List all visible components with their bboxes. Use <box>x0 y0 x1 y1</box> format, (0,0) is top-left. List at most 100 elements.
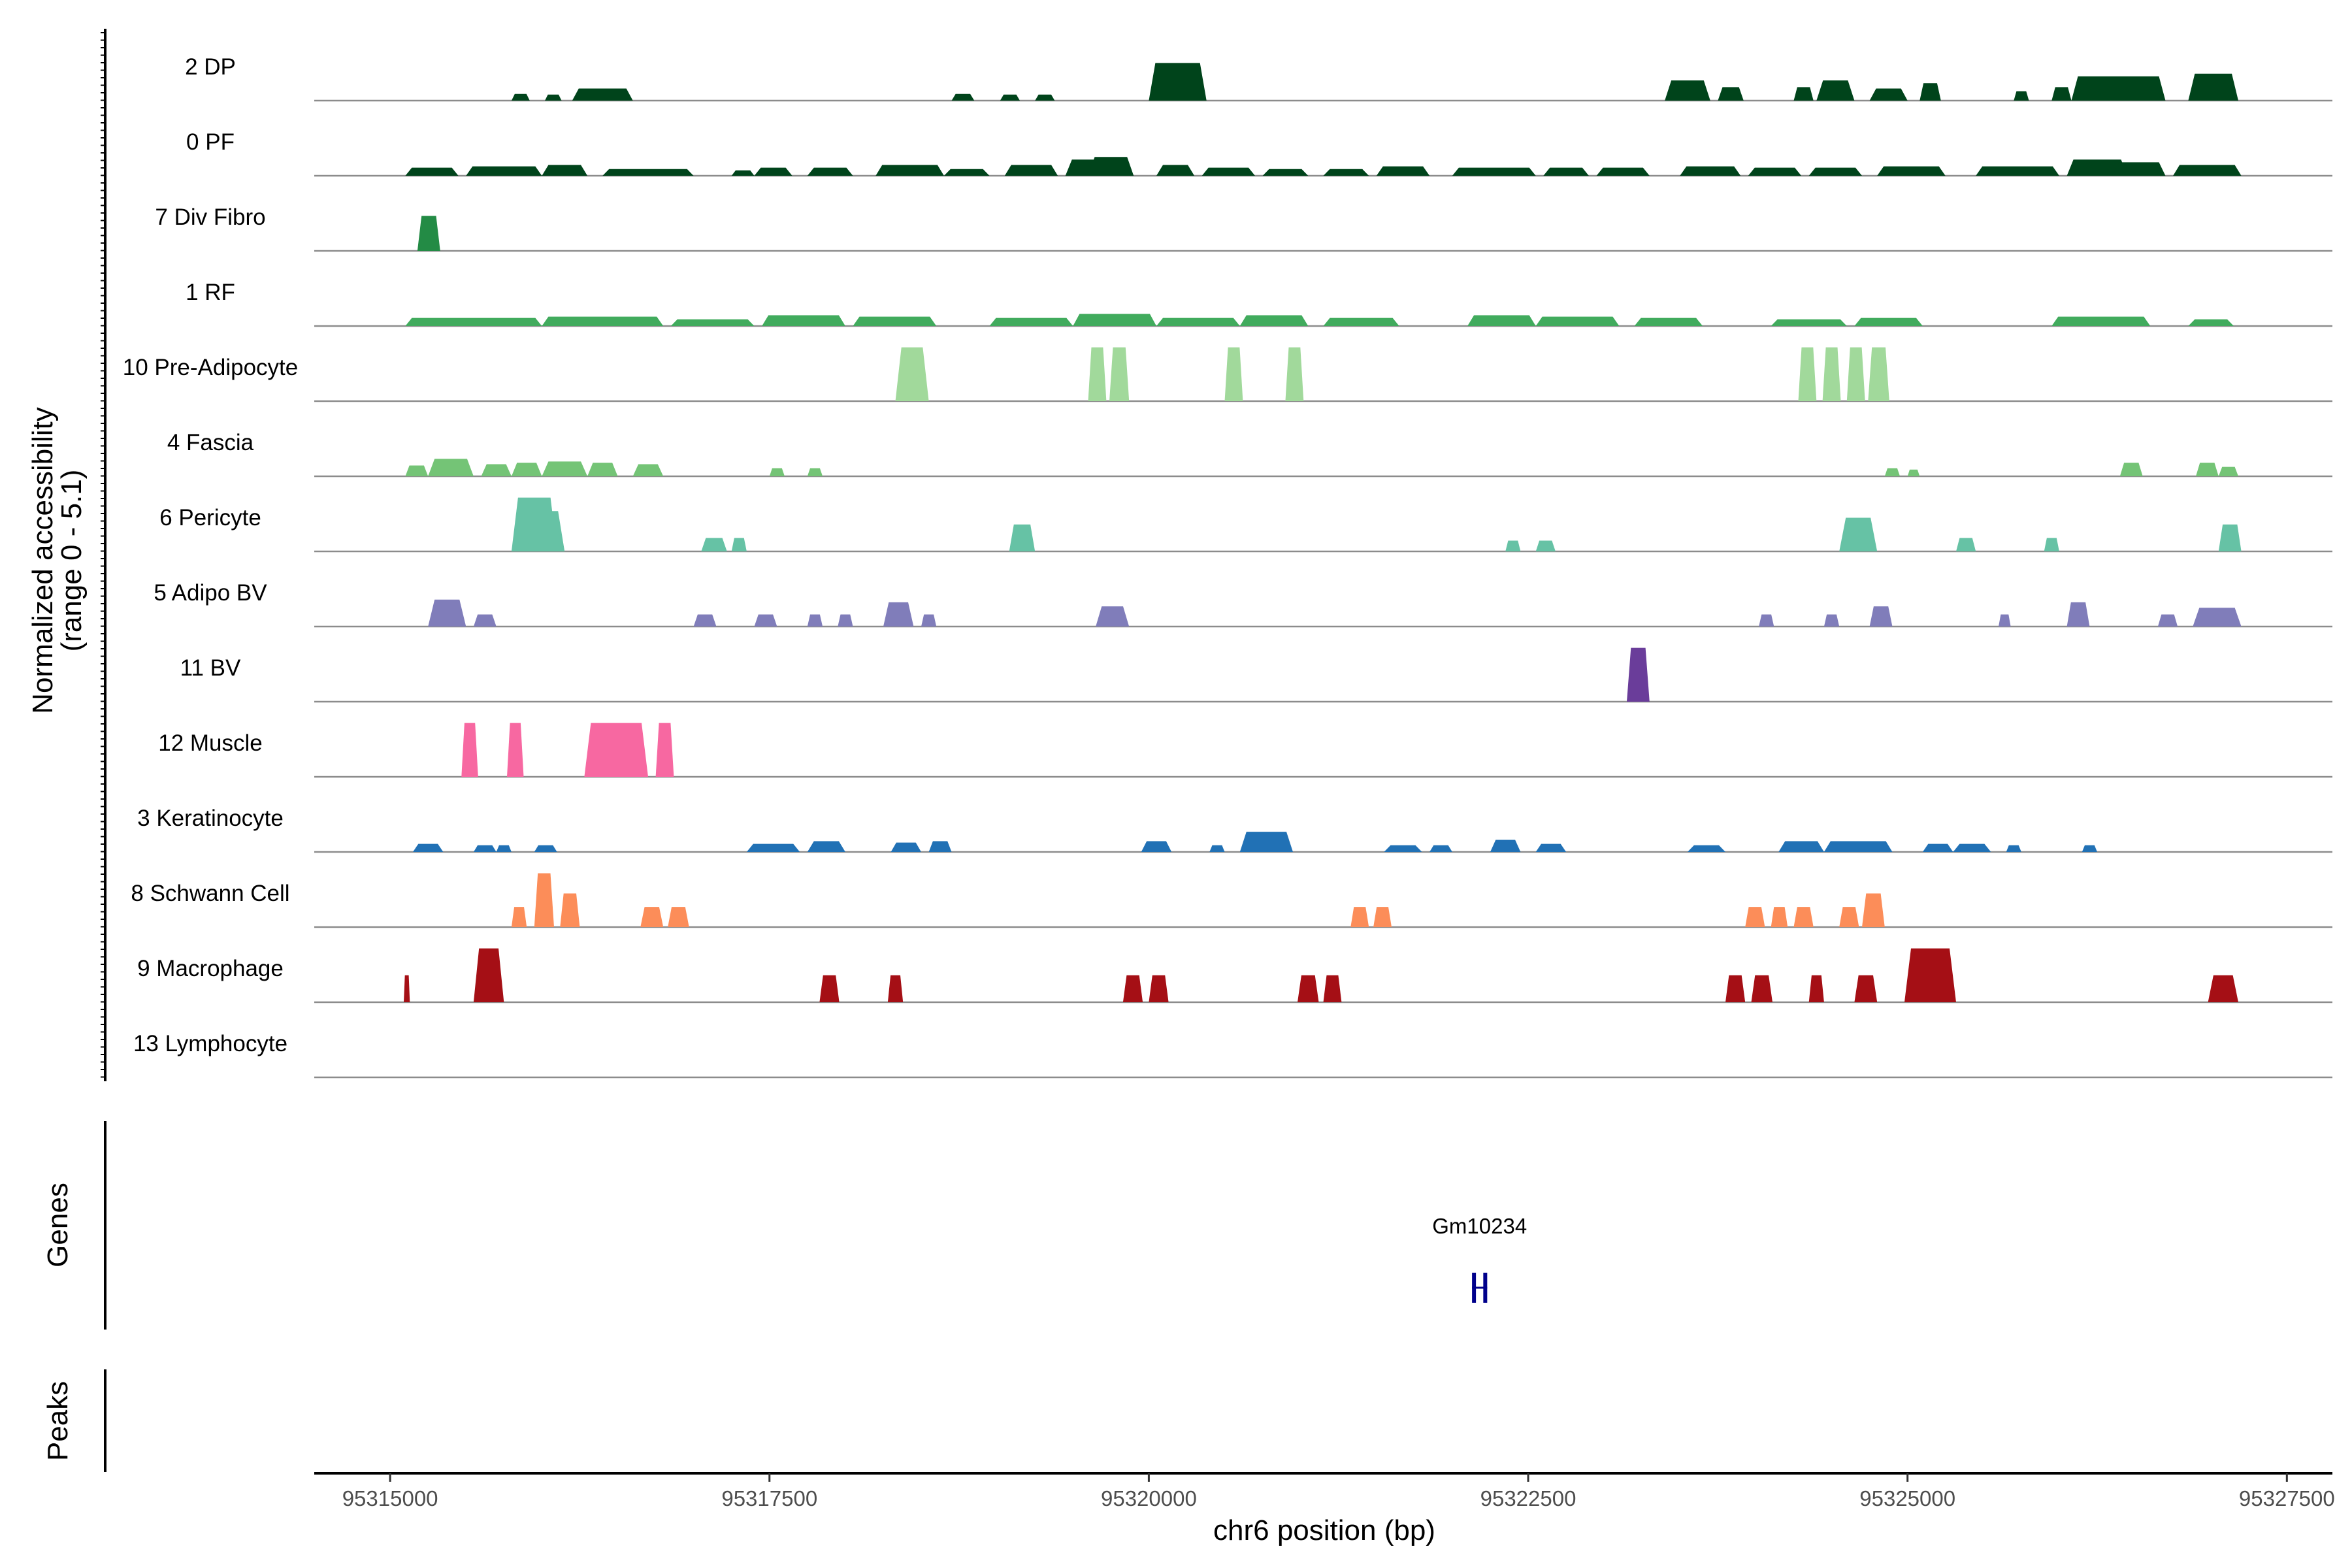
coverage-peak <box>1627 647 1650 702</box>
coverage-peak <box>1262 169 1309 176</box>
track-9: 12 Muscle <box>158 723 2332 778</box>
gene-label: Gm10234 <box>1432 1214 1527 1238</box>
coverage-peak <box>1976 166 2059 176</box>
track-label: 4 Fascia <box>167 430 254 455</box>
coverage-peak <box>2006 845 2021 852</box>
track-label: 6 Pericyte <box>159 505 261 531</box>
coverage-peak <box>1869 88 1908 101</box>
coverage-peak <box>1035 94 1055 101</box>
coverage-peak <box>527 511 565 551</box>
coverage-peak <box>473 614 497 627</box>
coverage-peak <box>584 723 648 777</box>
coverage-peak <box>405 167 459 176</box>
coverage-peak <box>2173 165 2242 176</box>
coverage-peak <box>1922 843 1953 852</box>
coverage-peak <box>1239 315 1309 326</box>
coverage-peak <box>2193 608 2242 627</box>
coverage-peak <box>1904 948 1956 1002</box>
coverage-peak <box>1009 524 1036 551</box>
coverage-peak <box>2044 538 2059 551</box>
coverage-peak <box>542 316 664 326</box>
coverage-peak <box>2051 87 2072 101</box>
coverage-peak <box>1862 893 1885 927</box>
coverage-peak <box>632 464 664 476</box>
x-tick-label: 95315000 <box>342 1486 438 1511</box>
track-0: 2 DP <box>185 54 2332 102</box>
coverage-peak <box>1877 166 1946 176</box>
coverage-peak <box>1869 606 1893 627</box>
y-axis-title-line2: (range 0 - 5.1) <box>56 470 88 652</box>
coverage-peak <box>1823 841 1893 852</box>
coverage-peak <box>428 599 466 627</box>
coverage-peak <box>496 845 512 852</box>
track-label: 9 Macrophage <box>137 956 284 981</box>
coverage-peak <box>1771 907 1788 927</box>
coverage-peak <box>1793 87 1814 101</box>
coverage-peak <box>1073 314 1156 326</box>
coverage-peak <box>534 873 554 927</box>
coverage-peak <box>1201 167 1255 176</box>
coverage-peak <box>2051 316 2151 326</box>
coverage-peak <box>428 459 474 476</box>
coverage-peak <box>466 166 542 176</box>
coverage-peak <box>560 893 580 927</box>
coverage-peak <box>1323 318 1399 326</box>
coverage-y-ticks <box>101 32 105 1078</box>
coverage-peak <box>1088 157 1134 176</box>
coverage-peak <box>1956 538 1976 551</box>
track-7: 5 Adipo BV <box>154 580 2332 628</box>
track-6: 6 Pericyte <box>159 497 2332 553</box>
coverage-peak <box>883 602 914 627</box>
track-label: 0 PF <box>186 129 235 155</box>
coverage-peak <box>989 318 1073 326</box>
x-tick-label: 95322500 <box>1480 1486 1576 1511</box>
y-axis-title-line1: Normalized accessibility <box>27 407 59 713</box>
track-label: 8 Schwann Cell <box>131 881 289 906</box>
x-tick-label: 95327500 <box>2239 1486 2335 1511</box>
coverage-peak <box>1823 614 1840 627</box>
x-tick-label: 95325000 <box>1859 1486 1955 1511</box>
genes-panel-title: Genes <box>42 1183 74 1267</box>
coverage-peak <box>1907 469 1920 476</box>
coverage-peak <box>481 464 512 476</box>
x-axis-ticks: 95315000 95317500 95320000 95322500 95325000… <box>342 1473 2335 1511</box>
track-13: 13 Lymphocyte <box>133 1031 2332 1079</box>
coverage-peak <box>1543 167 1589 176</box>
coverage-peak <box>655 723 674 777</box>
track-label: 2 DP <box>185 54 236 80</box>
coverage-peak <box>807 614 823 627</box>
coverage-peak <box>1323 169 1369 176</box>
coverage-peak <box>1004 165 1058 176</box>
coverage-peak <box>2208 975 2238 1002</box>
coverage-peak <box>405 465 429 476</box>
coverage-peak <box>2066 602 2090 627</box>
x-tick-label: 95320000 <box>1101 1486 1197 1511</box>
coverage-peak <box>1953 843 1991 852</box>
track-label: 12 Muscle <box>158 730 263 756</box>
coverage-peak <box>951 93 975 101</box>
coverage-peak <box>693 614 717 627</box>
coverage-peak <box>1718 87 1744 101</box>
coverage-peak <box>1285 347 1304 401</box>
coverage-peak <box>542 165 588 176</box>
coverage-peak <box>572 88 633 101</box>
coverage-peak <box>2066 159 2128 176</box>
coverage-peak <box>2196 463 2219 476</box>
coverage-peak <box>1209 845 1225 852</box>
coverage-peak <box>1156 165 1195 176</box>
coverage-peak <box>1122 975 1143 1002</box>
coverage-peak <box>2014 91 2029 101</box>
coverage-peak <box>640 907 664 927</box>
coverage-peak <box>1000 94 1020 101</box>
coverage-peak <box>2218 466 2238 476</box>
coverage-peak <box>2082 845 2097 852</box>
coverage-peak <box>1778 841 1824 852</box>
coverage-peak <box>1846 347 1865 401</box>
coverage-peak <box>1793 907 1814 927</box>
coverage-peak <box>762 315 845 326</box>
coverage-peak <box>1535 843 1567 852</box>
coverage-peak <box>1149 975 1169 1002</box>
coverage-peak <box>746 843 800 852</box>
coverage-peak <box>1596 167 1650 176</box>
